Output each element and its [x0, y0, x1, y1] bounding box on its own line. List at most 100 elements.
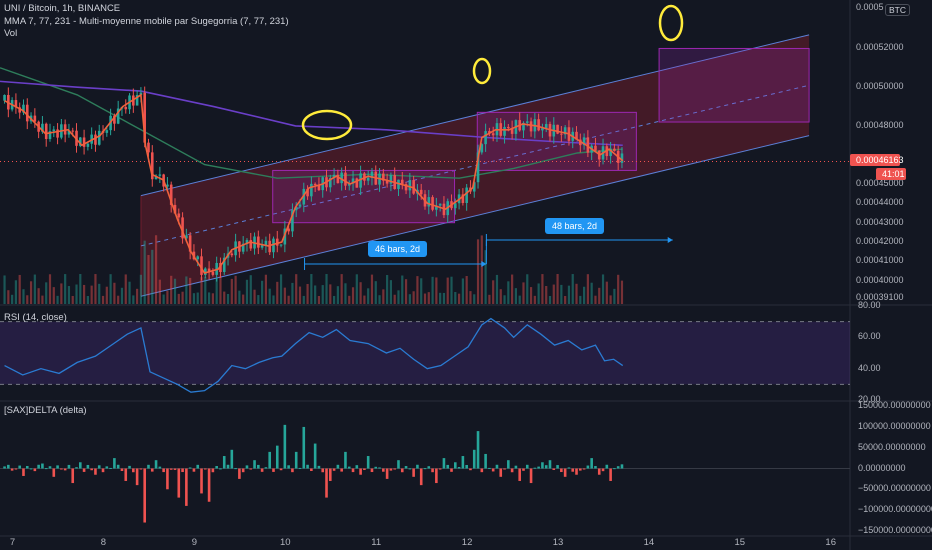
candle-body [507, 126, 510, 129]
price-tick-label: 0.00040000 [856, 274, 904, 285]
volume-bar [261, 280, 264, 304]
time-tick-label: 10 [279, 537, 291, 548]
volume-bar [564, 295, 567, 304]
volume-bar [132, 295, 135, 304]
price-tick-label: 0.00041000 [856, 255, 904, 266]
candle-body [264, 240, 268, 246]
candle-body [283, 228, 287, 245]
rsi-tick-label: 80.00 [858, 300, 881, 310]
delta-bar [41, 463, 44, 469]
delta-bar [329, 468, 332, 481]
candle-body [385, 180, 389, 184]
candle-body [298, 204, 302, 207]
candle-body [491, 133, 495, 136]
delta-bar [389, 468, 393, 471]
volume-bar [189, 277, 192, 304]
delta-bar [601, 468, 605, 472]
candle-body [582, 137, 586, 146]
delta-bar [563, 468, 567, 477]
volume-bar [166, 290, 169, 304]
delta-bar [472, 449, 476, 469]
volume-bar [37, 288, 40, 304]
volume-bar [594, 295, 597, 304]
delta-bar [404, 466, 408, 469]
delta-bar [169, 468, 173, 470]
volume-bar [537, 283, 540, 304]
delta-bar [291, 468, 294, 473]
delta-bar [616, 466, 620, 469]
time-tick-label: 7 [9, 537, 16, 548]
delta-bar [132, 468, 135, 473]
candle-body [188, 235, 192, 252]
volume-bar [14, 280, 18, 304]
volume-bar [79, 274, 82, 304]
candle-body [480, 144, 484, 153]
volume-bar [11, 294, 14, 304]
candle-body [268, 240, 271, 253]
delta-bar [609, 468, 612, 481]
candle-body [306, 188, 309, 197]
volume-bar [314, 285, 317, 304]
delta-tick-label: −100000.00000000 [858, 504, 932, 515]
volume-bar [586, 274, 589, 304]
delta-bar [120, 468, 124, 472]
volume-bar [287, 295, 290, 304]
delta-bar [393, 468, 396, 470]
volume-bar [367, 288, 370, 304]
delta-bar [518, 468, 521, 481]
delta-bar [370, 468, 374, 473]
delta-bar [185, 468, 188, 506]
candle-body [177, 213, 181, 218]
candle-body [245, 240, 249, 244]
currency-badge[interactable]: BTC [885, 4, 910, 16]
delta-bar [147, 464, 150, 469]
candle-body [124, 106, 128, 110]
volume-bar [181, 291, 184, 304]
candle-body [200, 256, 203, 275]
delta-bar [196, 464, 200, 469]
volume-bar [332, 295, 336, 304]
delta-bar [90, 468, 93, 471]
candle-body [351, 178, 355, 184]
candle-body [529, 121, 533, 132]
delta-bar [408, 468, 412, 470]
delta-bar [109, 467, 112, 469]
candle-body [594, 145, 597, 151]
volume-bar [64, 274, 67, 304]
volume-bar [22, 289, 25, 304]
delta-tick-label: 150000.00000000 [858, 400, 931, 411]
volume-bar [18, 274, 21, 304]
candle-body [211, 271, 215, 275]
candle-body [435, 205, 438, 210]
candle-body [79, 137, 82, 146]
volume-bar [310, 274, 313, 304]
volume-bar [427, 292, 430, 304]
delta-bar [29, 468, 33, 470]
candle-body [287, 228, 290, 232]
candle-body [476, 152, 480, 183]
volume-bar [526, 274, 529, 304]
delta-tick-label: −50000.00000000 [858, 483, 931, 494]
delta-bar [272, 468, 275, 472]
price-tick-label: 0.0005 [856, 2, 884, 12]
volume-bar [3, 275, 6, 304]
delta-bar [283, 424, 287, 469]
candle-body [347, 183, 351, 186]
delta-bar [18, 465, 21, 469]
volume-bar [503, 295, 506, 304]
candle-body [275, 238, 279, 246]
volume-bar [154, 235, 158, 304]
candle-body [279, 244, 283, 246]
price-tick-label: 0.00039100 [856, 292, 904, 303]
delta-bar [480, 468, 484, 473]
delta-bar [556, 465, 559, 469]
volume-bar [492, 280, 495, 304]
delta-bar [166, 468, 169, 490]
candle-body [503, 126, 506, 136]
candle-body [575, 131, 578, 140]
delta-bar [25, 465, 29, 469]
delta-bar [457, 467, 461, 469]
volume-bar [598, 287, 601, 304]
highlight-circle [658, 4, 684, 42]
